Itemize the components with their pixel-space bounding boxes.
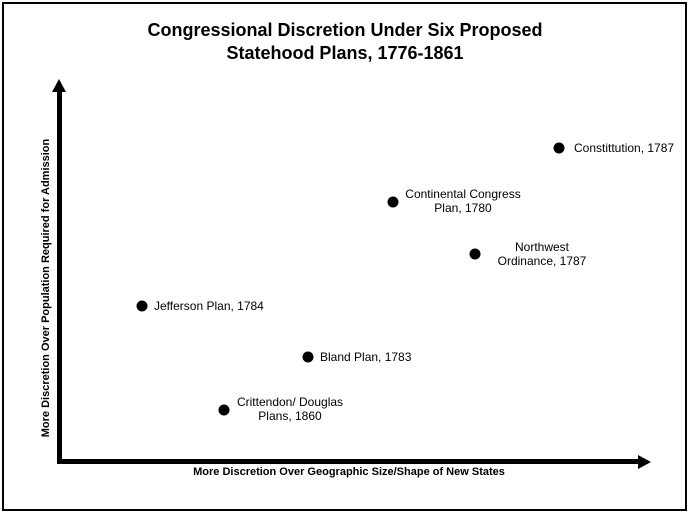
x-axis-line [57, 459, 639, 464]
data-point-label: Northwest Ordinance, 1787 [486, 240, 598, 268]
data-point-marker [387, 196, 399, 208]
x-axis-arrow-icon [638, 455, 651, 469]
data-point-label: Bland Plan, 1783 [320, 350, 411, 364]
data-point-label: Jefferson Plan, 1784 [154, 299, 264, 313]
y-axis-line [57, 88, 62, 462]
data-point-marker [302, 351, 314, 363]
chart-title: Congressional Discretion Under Six Propo… [0, 19, 690, 65]
x-axis-label: More Discretion Over Geographic Size/Sha… [193, 466, 505, 478]
y-axis-label: More Discretion Over Population Required… [40, 138, 52, 438]
data-point-marker [136, 300, 148, 312]
data-point-marker [218, 404, 230, 416]
data-point-label-line: Crittendon/ Douglas [236, 395, 344, 409]
chart-title-line2: Statehood Plans, 1776-1861 [226, 43, 464, 63]
y-axis-arrow-icon [52, 79, 66, 92]
data-point-label-line: Northwest [514, 240, 570, 254]
data-point-label-line: Ordinance, 1787 [497, 254, 587, 268]
data-point-marker [553, 142, 565, 154]
data-point-label: Continental Congress Plan, 1780 [402, 187, 524, 215]
data-point-label-line: Bland Plan, 1783 [320, 350, 412, 364]
data-point-label: Constittution, 1787 [574, 141, 674, 155]
data-point-label: Crittendon/ Douglas Plans, 1860 [234, 395, 346, 423]
data-point-marker [469, 248, 481, 260]
data-point-label-line: Plan, 1780 [434, 201, 492, 215]
data-point-label-line: Continental Congress [405, 187, 521, 201]
data-point-label-line: Plans, 1860 [258, 409, 322, 423]
data-point-label-line: Constittution, 1787 [574, 141, 675, 155]
chart-title-line1: Congressional Discretion Under Six Propo… [147, 20, 543, 40]
data-point-label-line: Jefferson Plan, 1784 [154, 299, 264, 313]
